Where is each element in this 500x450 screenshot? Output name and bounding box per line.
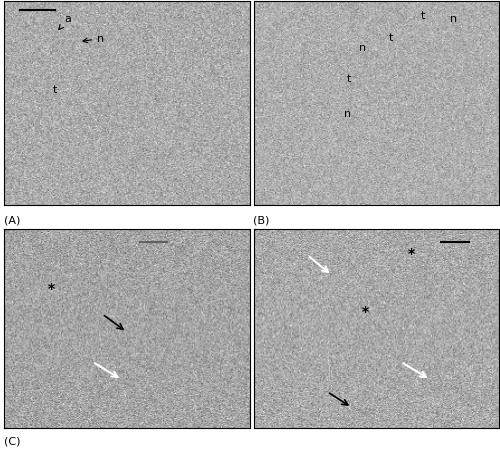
Text: n: n	[450, 14, 457, 24]
Text: (B): (B)	[254, 216, 270, 226]
Text: t: t	[388, 33, 393, 43]
Text: n: n	[344, 109, 352, 119]
Text: t: t	[420, 11, 425, 21]
Text: a: a	[59, 14, 71, 30]
Text: t: t	[53, 85, 58, 94]
Text: (C): (C)	[4, 437, 20, 447]
Text: *: *	[362, 305, 368, 319]
Text: n: n	[359, 43, 366, 53]
Text: t: t	[347, 74, 351, 85]
Text: *: *	[408, 248, 416, 261]
Text: (A): (A)	[4, 216, 20, 226]
Text: *: *	[48, 282, 56, 296]
Text: n: n	[83, 34, 104, 44]
